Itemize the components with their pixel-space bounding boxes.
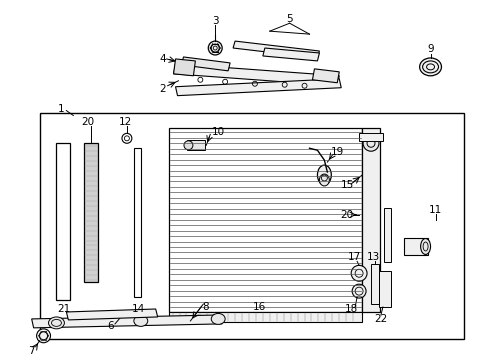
Text: 2: 2	[159, 84, 165, 94]
Text: 4: 4	[159, 54, 165, 64]
Text: 19: 19	[330, 147, 343, 157]
Bar	[168, 312, 361, 322]
Polygon shape	[32, 315, 222, 328]
Polygon shape	[175, 79, 341, 96]
Circle shape	[362, 135, 378, 151]
Text: 20: 20	[81, 117, 95, 127]
Text: 7: 7	[28, 346, 35, 356]
Circle shape	[37, 329, 50, 343]
Bar	[134, 148, 141, 297]
Circle shape	[208, 41, 222, 55]
Text: 9: 9	[427, 44, 433, 54]
Polygon shape	[66, 309, 157, 320]
Text: 8: 8	[202, 302, 208, 312]
Ellipse shape	[211, 314, 224, 324]
Circle shape	[350, 265, 366, 281]
Bar	[56, 143, 70, 300]
Polygon shape	[378, 271, 390, 307]
Text: 6: 6	[107, 321, 114, 331]
Text: 1: 1	[58, 104, 64, 113]
Text: 20: 20	[340, 210, 353, 220]
Ellipse shape	[317, 165, 331, 185]
Text: 13: 13	[366, 252, 379, 262]
Text: 16: 16	[253, 302, 266, 312]
Polygon shape	[173, 59, 195, 76]
Ellipse shape	[420, 239, 429, 255]
Text: 3: 3	[211, 16, 218, 26]
Ellipse shape	[319, 174, 328, 186]
Text: 10: 10	[211, 127, 224, 138]
Text: 22: 22	[373, 314, 387, 324]
Polygon shape	[173, 64, 339, 86]
Bar	[84, 143, 98, 282]
Text: 14: 14	[132, 304, 145, 314]
Ellipse shape	[134, 315, 147, 327]
Bar	[40, 113, 463, 339]
Text: 17: 17	[347, 252, 360, 262]
Polygon shape	[263, 48, 319, 61]
Ellipse shape	[183, 141, 192, 150]
Text: 5: 5	[286, 14, 292, 24]
Bar	[358, 133, 382, 141]
Bar	[187, 140, 205, 150]
Text: 15: 15	[340, 180, 353, 190]
Ellipse shape	[48, 317, 64, 329]
Bar	[370, 264, 378, 304]
Text: 18: 18	[344, 304, 357, 314]
Text: 11: 11	[428, 205, 441, 215]
Bar	[168, 129, 361, 312]
Text: 12: 12	[119, 117, 132, 127]
Bar	[403, 238, 427, 255]
Polygon shape	[181, 57, 230, 71]
Polygon shape	[233, 41, 319, 58]
Ellipse shape	[419, 58, 441, 76]
Polygon shape	[312, 69, 339, 83]
Bar	[361, 129, 379, 312]
Text: 21: 21	[57, 304, 70, 314]
Bar	[383, 208, 390, 262]
Ellipse shape	[351, 284, 366, 298]
